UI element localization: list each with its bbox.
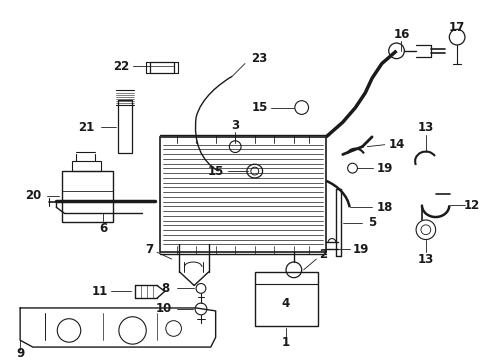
Text: 10: 10 <box>155 302 172 315</box>
Text: 20: 20 <box>25 189 41 202</box>
Text: 21: 21 <box>78 121 95 134</box>
Text: 6: 6 <box>99 222 107 235</box>
Bar <box>62 171 113 222</box>
Text: 17: 17 <box>448 21 464 34</box>
Text: 19: 19 <box>376 162 392 175</box>
Text: 15: 15 <box>251 101 267 114</box>
Text: 3: 3 <box>231 119 239 132</box>
Bar <box>160 137 325 252</box>
Text: 14: 14 <box>387 138 404 151</box>
Text: 1: 1 <box>282 336 289 349</box>
Text: 12: 12 <box>463 199 479 212</box>
Text: 18: 18 <box>376 201 392 214</box>
Bar <box>254 272 318 325</box>
Text: 4: 4 <box>282 297 289 310</box>
Text: 16: 16 <box>392 28 409 41</box>
Text: 19: 19 <box>352 243 369 256</box>
Text: 11: 11 <box>92 285 108 298</box>
Text: 9: 9 <box>16 347 24 360</box>
Text: 22: 22 <box>112 60 129 73</box>
Bar <box>118 100 131 153</box>
Bar <box>72 161 101 171</box>
Text: 15: 15 <box>207 165 224 177</box>
Bar <box>150 62 173 73</box>
Text: 8: 8 <box>162 282 169 295</box>
Text: 2: 2 <box>319 248 326 261</box>
Text: 23: 23 <box>251 52 267 65</box>
Text: 5: 5 <box>367 216 375 229</box>
Text: 13: 13 <box>417 121 433 134</box>
Text: 13: 13 <box>417 253 433 266</box>
Text: 7: 7 <box>145 243 153 256</box>
